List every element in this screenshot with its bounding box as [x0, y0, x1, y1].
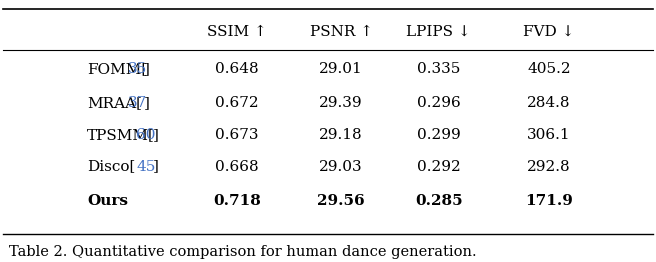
- Text: 0.668: 0.668: [215, 160, 258, 173]
- Text: Ours: Ours: [87, 194, 129, 208]
- Text: 0.335: 0.335: [417, 62, 461, 76]
- Text: 29.01: 29.01: [319, 62, 363, 76]
- Text: 0.718: 0.718: [213, 194, 261, 208]
- Text: 0.673: 0.673: [215, 128, 258, 142]
- Text: 0.292: 0.292: [417, 160, 461, 173]
- Text: TPSMM[: TPSMM[: [87, 128, 155, 142]
- Text: 0.648: 0.648: [215, 62, 258, 76]
- Text: 171.9: 171.9: [525, 194, 573, 208]
- Text: FOMM[: FOMM[: [87, 62, 148, 76]
- Text: ]: ]: [144, 62, 150, 76]
- Text: ]: ]: [152, 160, 158, 173]
- Text: 0.296: 0.296: [417, 96, 461, 110]
- Text: 35: 35: [128, 62, 147, 76]
- Text: Disco[: Disco[: [87, 160, 136, 173]
- Text: MRAA[: MRAA[: [87, 96, 142, 110]
- Text: 29.39: 29.39: [319, 96, 363, 110]
- Text: FVD ↓: FVD ↓: [523, 25, 575, 39]
- Text: Table 2. Quantitative comparison for human dance generation.: Table 2. Quantitative comparison for hum…: [9, 245, 477, 259]
- Text: 45: 45: [136, 160, 155, 173]
- Text: 292.8: 292.8: [527, 160, 571, 173]
- Text: 0.299: 0.299: [417, 128, 461, 142]
- Text: 0.672: 0.672: [215, 96, 258, 110]
- Text: 284.8: 284.8: [527, 96, 571, 110]
- Text: 29.56: 29.56: [318, 194, 365, 208]
- Text: PSNR ↑: PSNR ↑: [310, 25, 373, 39]
- Text: 405.2: 405.2: [527, 62, 571, 76]
- Text: 29.03: 29.03: [319, 160, 363, 173]
- Text: LPIPS ↓: LPIPS ↓: [406, 25, 471, 39]
- Text: ]: ]: [152, 128, 158, 142]
- Text: 0.285: 0.285: [415, 194, 462, 208]
- Text: ]: ]: [144, 96, 150, 110]
- Text: 306.1: 306.1: [527, 128, 571, 142]
- Text: 60: 60: [136, 128, 155, 142]
- Text: 29.18: 29.18: [319, 128, 363, 142]
- Text: SSIM ↑: SSIM ↑: [207, 25, 267, 39]
- Text: 37: 37: [128, 96, 147, 110]
